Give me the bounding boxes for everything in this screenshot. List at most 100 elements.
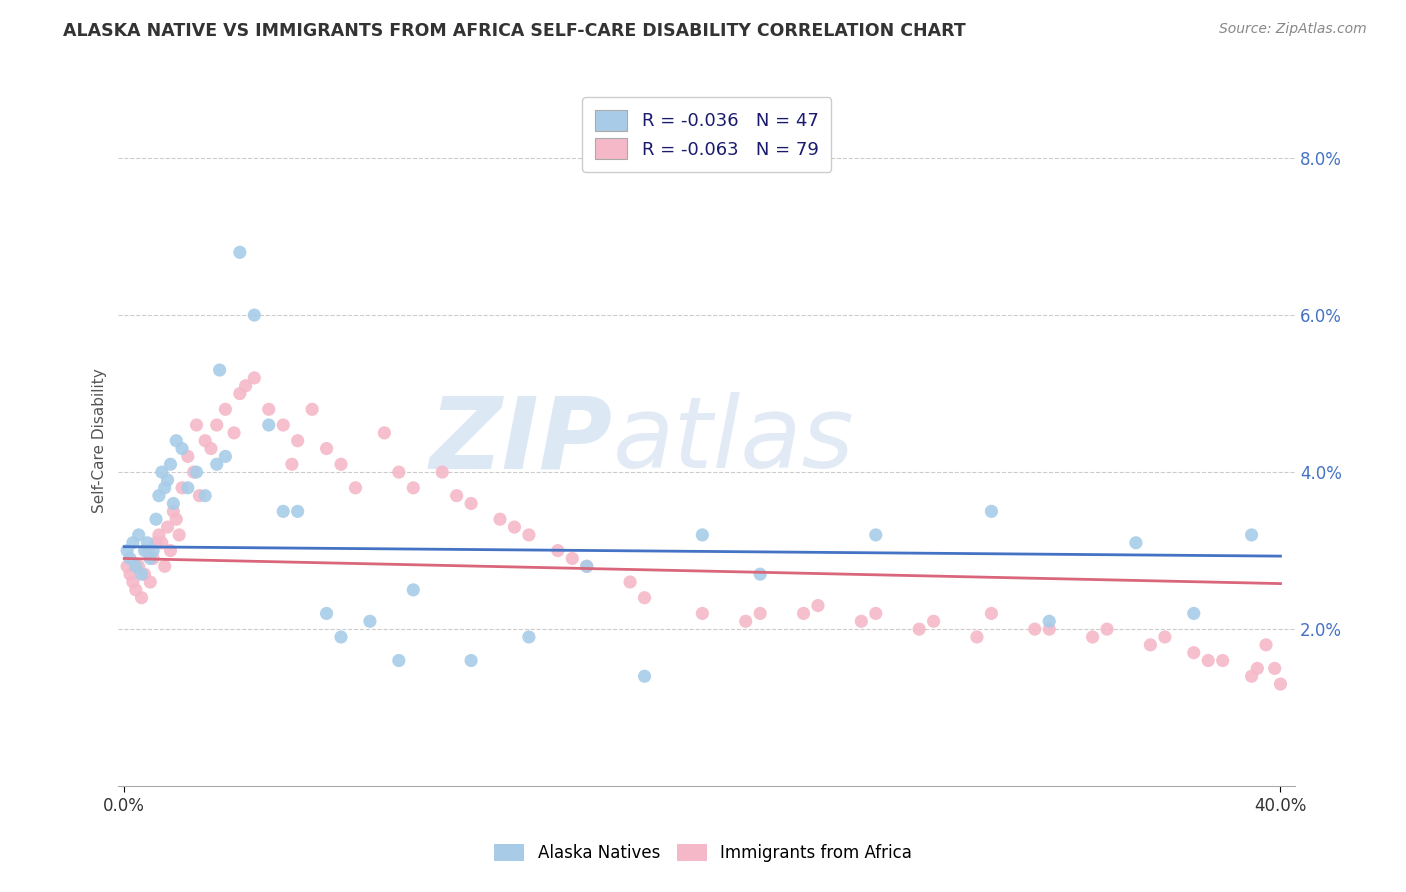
Point	[865, 607, 887, 621]
Point	[1264, 661, 1286, 675]
Point	[619, 574, 641, 589]
Point	[257, 417, 280, 432]
Point	[165, 434, 187, 448]
Point	[257, 402, 280, 417]
Legend: R = -0.036   N = 47, R = -0.063   N = 79: R = -0.036 N = 47, R = -0.063 N = 79	[582, 97, 831, 171]
Point	[1240, 528, 1263, 542]
Point	[547, 543, 569, 558]
Point	[1038, 622, 1060, 636]
Legend: Alaska Natives, Immigrants from Africa: Alaska Natives, Immigrants from Africa	[486, 836, 920, 871]
Text: ZIP: ZIP	[430, 392, 613, 489]
Point	[125, 582, 148, 597]
Point	[170, 481, 193, 495]
Point	[170, 442, 193, 456]
Point	[271, 504, 294, 518]
Point	[749, 567, 772, 582]
Point	[139, 574, 162, 589]
Point	[1081, 630, 1104, 644]
Point	[162, 496, 184, 510]
Point	[229, 386, 252, 401]
Y-axis label: Self-Care Disability: Self-Care Disability	[93, 368, 107, 513]
Text: ALASKA NATIVE VS IMMIGRANTS FROM AFRICA SELF-CARE DISABILITY CORRELATION CHART: ALASKA NATIVE VS IMMIGRANTS FROM AFRICA …	[63, 22, 966, 40]
Point	[186, 417, 208, 432]
Point	[330, 457, 353, 471]
Point	[1246, 661, 1268, 675]
Point	[281, 457, 304, 471]
Point	[432, 465, 454, 479]
Point	[186, 465, 208, 479]
Point	[128, 559, 150, 574]
Point	[489, 512, 512, 526]
Point	[136, 535, 159, 549]
Point	[1212, 654, 1234, 668]
Point	[1038, 615, 1060, 629]
Point	[1182, 607, 1205, 621]
Point	[134, 567, 156, 582]
Point	[131, 567, 153, 582]
Point	[1270, 677, 1292, 691]
Point	[692, 607, 714, 621]
Point	[125, 559, 148, 574]
Point	[315, 442, 337, 456]
Point	[734, 615, 756, 629]
Point	[148, 489, 170, 503]
Point	[148, 528, 170, 542]
Point	[229, 245, 252, 260]
Point	[214, 450, 236, 464]
Point	[1125, 535, 1147, 549]
Point	[150, 535, 173, 549]
Point	[517, 528, 540, 542]
Point	[575, 559, 598, 574]
Point	[388, 654, 411, 668]
Point	[301, 402, 323, 417]
Point	[749, 607, 772, 621]
Point	[156, 473, 179, 487]
Point	[388, 465, 411, 479]
Point	[159, 457, 181, 471]
Point	[214, 402, 236, 417]
Point	[692, 528, 714, 542]
Point	[561, 551, 583, 566]
Point	[243, 371, 266, 385]
Point	[966, 630, 988, 644]
Text: atlas: atlas	[613, 392, 855, 489]
Point	[1197, 654, 1219, 668]
Point	[402, 582, 425, 597]
Point	[1254, 638, 1277, 652]
Point	[194, 434, 217, 448]
Point	[792, 607, 814, 621]
Point	[402, 481, 425, 495]
Point	[205, 417, 228, 432]
Point	[205, 457, 228, 471]
Point	[118, 551, 141, 566]
Point	[287, 434, 309, 448]
Point	[460, 654, 482, 668]
Point	[1139, 638, 1161, 652]
Point	[188, 489, 211, 503]
Point	[503, 520, 526, 534]
Point	[243, 308, 266, 322]
Point	[162, 504, 184, 518]
Point	[183, 465, 205, 479]
Point	[287, 504, 309, 518]
Point	[145, 512, 167, 526]
Point	[142, 543, 165, 558]
Point	[330, 630, 353, 644]
Point	[128, 528, 150, 542]
Point	[139, 551, 162, 566]
Point	[633, 591, 655, 605]
Point	[156, 520, 179, 534]
Point	[344, 481, 367, 495]
Point	[575, 559, 598, 574]
Point	[115, 559, 138, 574]
Point	[115, 543, 138, 558]
Point	[1153, 630, 1175, 644]
Point	[222, 425, 245, 440]
Point	[150, 465, 173, 479]
Point	[922, 615, 945, 629]
Point	[633, 669, 655, 683]
Point	[359, 615, 381, 629]
Point	[1095, 622, 1118, 636]
Point	[177, 481, 200, 495]
Point	[865, 528, 887, 542]
